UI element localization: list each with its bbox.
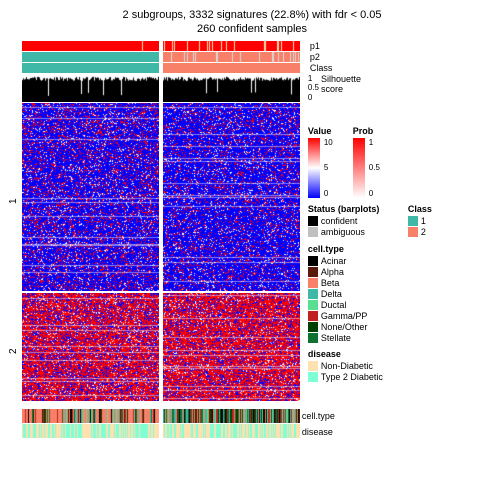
heatmap-row-group-2 [22, 293, 300, 401]
row-group-label-1: 1 [8, 107, 22, 295]
silhouette-barplot [22, 74, 300, 102]
legend-item: 1 [408, 216, 432, 226]
annotation-track-celltype [22, 409, 300, 423]
legend-item: Acinar [308, 256, 496, 266]
legend-item: confident [308, 216, 408, 226]
legend-item: Delta [308, 289, 496, 299]
legend-item: Gamma/PP [308, 311, 496, 321]
row-group-label-2: 2 [8, 297, 22, 405]
legend-item: Non-Diabetic [308, 361, 496, 371]
legend-item: None/Other [308, 322, 496, 332]
plot-column [22, 41, 300, 439]
annotation-track-disease [22, 424, 300, 438]
legend-item: 2 [408, 227, 432, 237]
legend-item: Beta [308, 278, 496, 288]
legend-item: Stellate [308, 333, 496, 343]
annotation-track-p1 [22, 41, 300, 51]
legend-item: Ductal [308, 300, 496, 310]
legend-item: Alpha [308, 267, 496, 277]
plot-title: 2 subgroups, 3332 signatures (22.8%) wit… [8, 8, 496, 37]
heatmap-row-group-1 [22, 103, 300, 291]
legend-column: p1 p2 Class 10.50 Silhouette score Value… [300, 41, 496, 439]
legend-item: Type 2 Diabetic [308, 372, 496, 382]
annotation-track-class [22, 63, 300, 73]
annotation-track-p2 [22, 52, 300, 62]
legend-item: ambiguous [308, 227, 408, 237]
value-colorbar: Value 1050 [308, 120, 333, 198]
prob-colorbar: Prob 10.50 [353, 120, 380, 198]
